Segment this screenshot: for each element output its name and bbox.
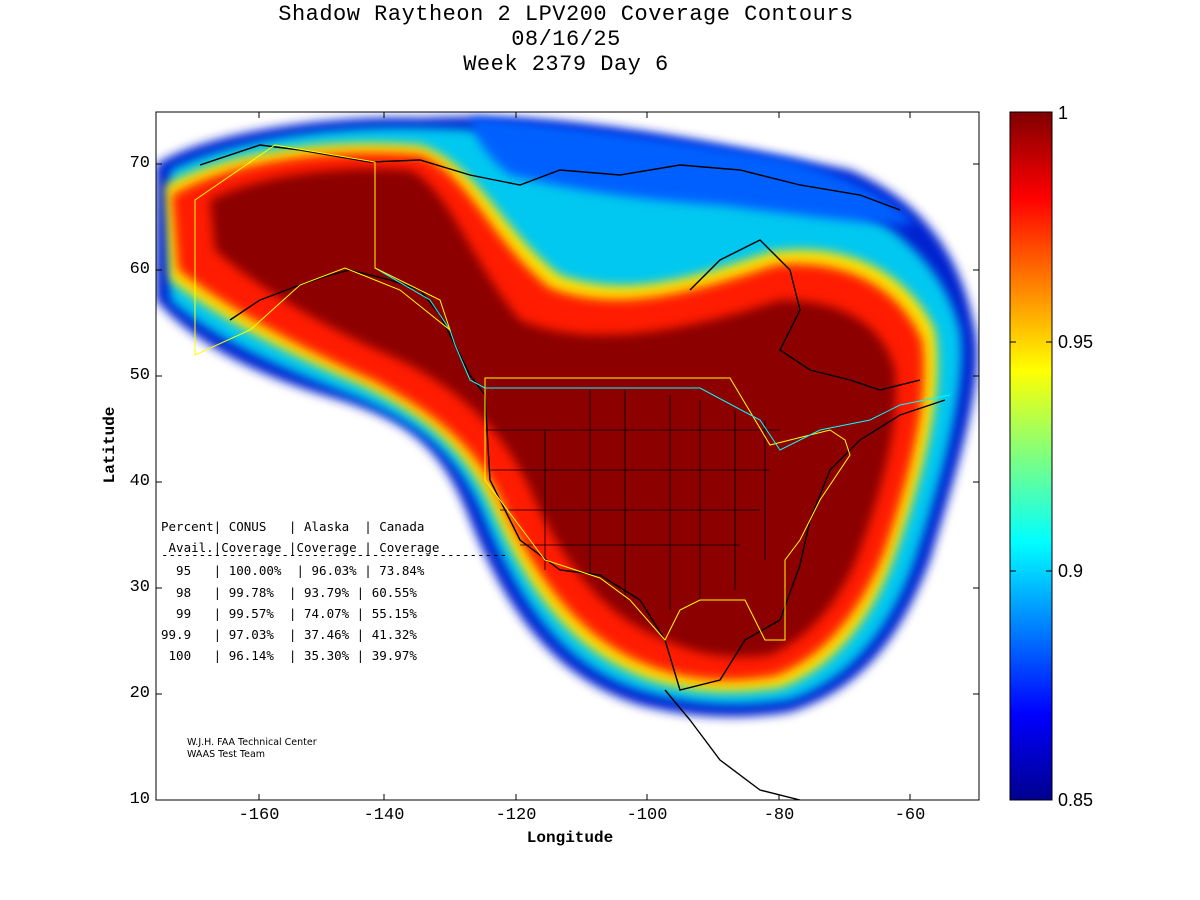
chart-week: Week 2379 Day 6 xyxy=(463,52,669,77)
credit-text: W.J.H. FAA Technical Center WAAS Test Tea… xyxy=(187,737,317,761)
credit-line: W.J.H. FAA Technical Center xyxy=(187,737,317,748)
y-tick-label: 50 xyxy=(129,366,150,385)
y-tick-label: 70 xyxy=(129,154,150,173)
credit-line: WAAS Test Team xyxy=(187,749,266,760)
colorbar-tick-label: 1 xyxy=(1058,103,1069,123)
coverage-table: Percent| CONUS | Alaska | Canada Avail.|… xyxy=(161,516,507,666)
y-axis-label: Latitude xyxy=(101,406,119,484)
x-tick-label: -140 xyxy=(363,806,405,825)
state-borders xyxy=(485,390,780,610)
axis-ticks xyxy=(156,112,979,800)
x-tick-label: -120 xyxy=(495,806,537,825)
coverage-table-row: 95 | 100.00% | 96.03% | 73.84% xyxy=(161,563,425,579)
coastlines xyxy=(199,144,946,800)
service-volumes xyxy=(194,144,951,641)
coverage-contours xyxy=(156,116,978,717)
colorbar xyxy=(1009,111,1053,801)
coverage-table-header: Percent| CONUS | Alaska | Canada xyxy=(161,519,425,534)
coverage-table-row: 100 | 96.14% | 35.30% | 39.97% xyxy=(161,648,417,664)
y-tick-label: 30 xyxy=(129,578,150,597)
contour-arctic-blue xyxy=(470,118,915,225)
y-tick-label: 10 xyxy=(129,790,150,809)
y-tick-label: 20 xyxy=(129,684,150,703)
x-tick-label: -160 xyxy=(238,806,280,825)
chart-title: Shadow Raytheon 2 LPV200 Coverage Contou… xyxy=(278,2,854,27)
y-tick-label: 40 xyxy=(129,472,150,491)
x-axis-label: Longitude xyxy=(526,829,614,847)
colorbar-tick-label: 0.9 xyxy=(1058,561,1084,581)
x-tick-label: -80 xyxy=(763,806,795,825)
coverage-table-header: Avail.|Coverage |Coverage | Coverage xyxy=(161,540,440,556)
coverage-table-separator: ----------------------------------------… xyxy=(161,547,508,563)
coverage-table-row: 99 | 99.57% | 74.07% | 55.15% xyxy=(161,605,417,621)
chart-date: 08/16/25 xyxy=(511,27,621,52)
x-tick-label: -100 xyxy=(626,806,668,825)
colorbar-ticks xyxy=(1010,341,1052,572)
x-tick-label: -60 xyxy=(894,806,926,825)
contour-dark-red xyxy=(210,168,896,657)
coverage-table-row: 99.9 | 97.03% | 37.46% | 41.32% xyxy=(161,627,417,643)
coverage-table-row: 98 | 99.78% | 93.79% | 60.55% xyxy=(161,584,417,600)
y-tick-label: 60 xyxy=(129,260,150,279)
colorbar-tick-label: 0.95 xyxy=(1058,332,1094,352)
plot-frame xyxy=(155,111,980,801)
colorbar-tick-label: 0.85 xyxy=(1058,790,1094,810)
